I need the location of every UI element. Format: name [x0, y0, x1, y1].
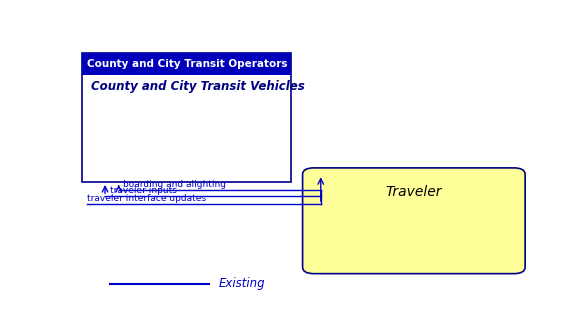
Text: Traveler: Traveler [386, 185, 442, 199]
Text: County and City Transit Operators: County and City Transit Operators [87, 59, 287, 69]
FancyBboxPatch shape [82, 53, 291, 75]
Text: Existing: Existing [219, 277, 265, 290]
Text: traveler inputs: traveler inputs [110, 186, 176, 195]
FancyBboxPatch shape [302, 168, 525, 274]
Text: traveler interface updates: traveler interface updates [87, 194, 206, 203]
Text: County and City Transit Vehicles: County and City Transit Vehicles [91, 80, 305, 93]
Text: boarding and alighting: boarding and alighting [123, 180, 226, 189]
FancyBboxPatch shape [82, 53, 291, 182]
